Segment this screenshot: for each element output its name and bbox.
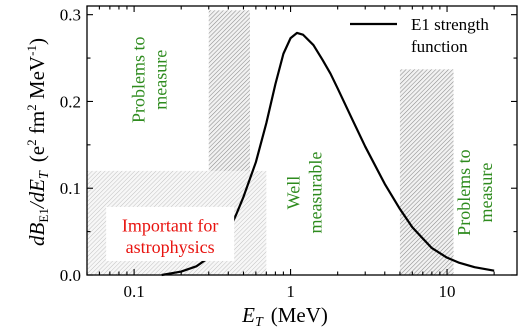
x-label-unit: (MeV): [271, 303, 328, 327]
y-axis-label: dBE1/dET(e2 fm2 MeV-1): [24, 38, 52, 246]
hatched-region-3: [399, 69, 454, 276]
y-label-sup1: 2: [24, 139, 39, 146]
y-tick-label: 0.2: [60, 92, 81, 111]
x-label-sub: T: [255, 315, 264, 330]
y-label-unit2: fm: [25, 111, 49, 140]
legend-label: E1 strength: [411, 15, 489, 34]
y-label-d1: dB: [25, 222, 49, 246]
y-label-sub2: T: [37, 170, 52, 179]
x-tick-label: 10: [439, 282, 456, 301]
y-label-unit3: MeV: [25, 56, 49, 104]
x-axis-label: ET (MeV): [241, 303, 328, 330]
y-label-sup2: 2: [24, 104, 39, 111]
y-label-mid: /dE: [25, 179, 49, 209]
annotation-text-line: Problems to: [454, 149, 474, 236]
annotation-text-line: astrophysics: [126, 237, 215, 257]
annotation-text-line: Important for: [122, 215, 218, 235]
y-label-sup3: -1: [24, 45, 39, 56]
axes-box: [86, 5, 518, 276]
y-tick-label: 0.3: [60, 6, 81, 25]
annotation-2: Well measurable: [283, 152, 325, 234]
annotation-text-line: Well: [283, 176, 303, 210]
legend-label: function: [411, 37, 468, 56]
annotation-box: [106, 206, 235, 261]
annotation-text-line: measure: [151, 50, 171, 110]
annotation-text-line: measurable: [305, 152, 325, 234]
x-axis-ticks: 0.1 1 10: [86, 6, 495, 301]
y-tick-label: 0.1: [60, 179, 81, 198]
x-label-main: E: [241, 303, 255, 327]
y-label-sub1: E1: [36, 208, 51, 222]
plot-frame: [86, 5, 518, 276]
annotation-text-line: measure: [476, 163, 496, 223]
y-label-unit4: ): [25, 38, 49, 45]
annotation-3: Problems to measure: [454, 149, 496, 236]
y-axis-ticks: 0.0 0.1 0.2 0.3: [60, 6, 517, 285]
x-tick-label: 1: [286, 282, 295, 301]
legend: E1 strength function: [350, 15, 489, 56]
y-label-unit1: (e: [25, 146, 49, 162]
x-tick-label: 0.1: [123, 282, 144, 301]
y-tick-label: 0.0: [60, 266, 81, 285]
annotation-text-line: Problems to: [129, 37, 149, 124]
annotation-1: Problems to measure: [129, 37, 171, 124]
